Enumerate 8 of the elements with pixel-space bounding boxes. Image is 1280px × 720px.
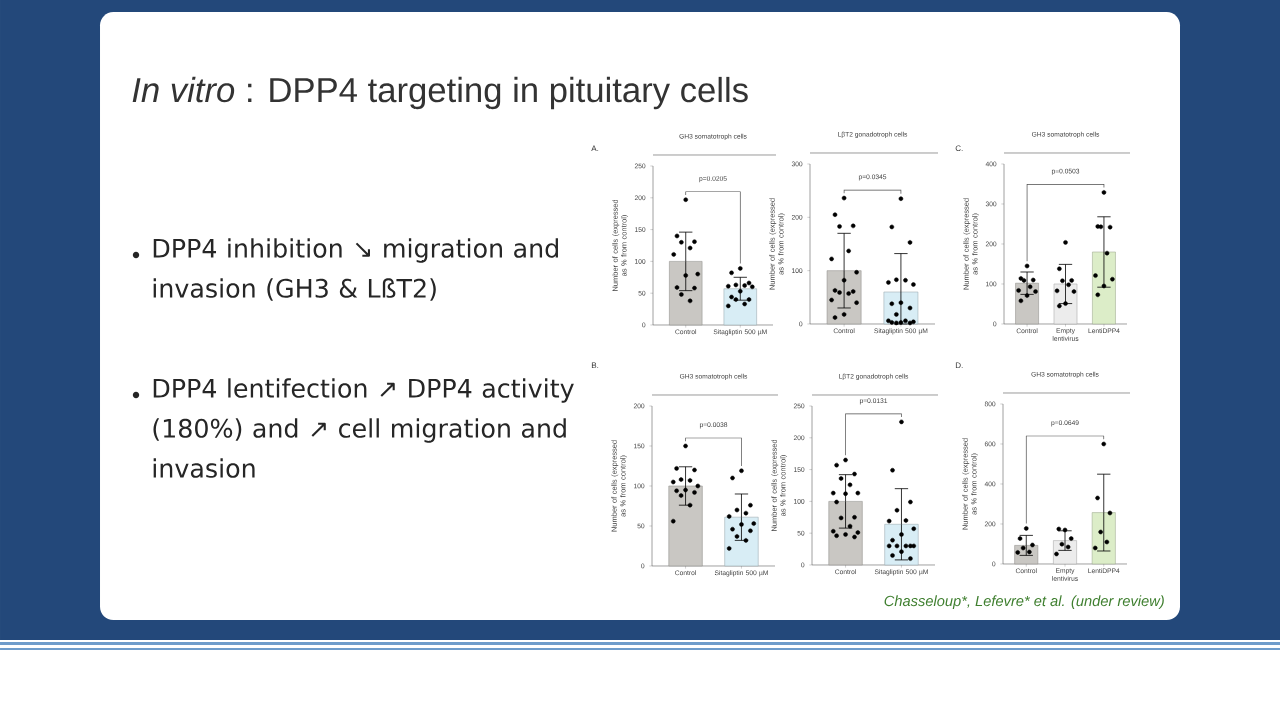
text: B. bbox=[591, 362, 599, 368]
text: Chasseloup*, Lefevre* et al. (under review) bbox=[884, 595, 1164, 610]
text: D. bbox=[955, 362, 963, 368]
text: C. bbox=[955, 145, 963, 152]
text: DPP4 inhibition ↘ migration and invasion (GH3 & LßT2) bbox=[153, 238, 558, 301]
text: A. bbox=[591, 145, 599, 151]
text: In vitro : DPP4 targeting in pituitary cells bbox=[132, 76, 748, 110]
text: DPP4 lentifection ↗ DPP4 activity (180%) and ↗ cell migration and invasion bbox=[153, 378, 574, 478]
